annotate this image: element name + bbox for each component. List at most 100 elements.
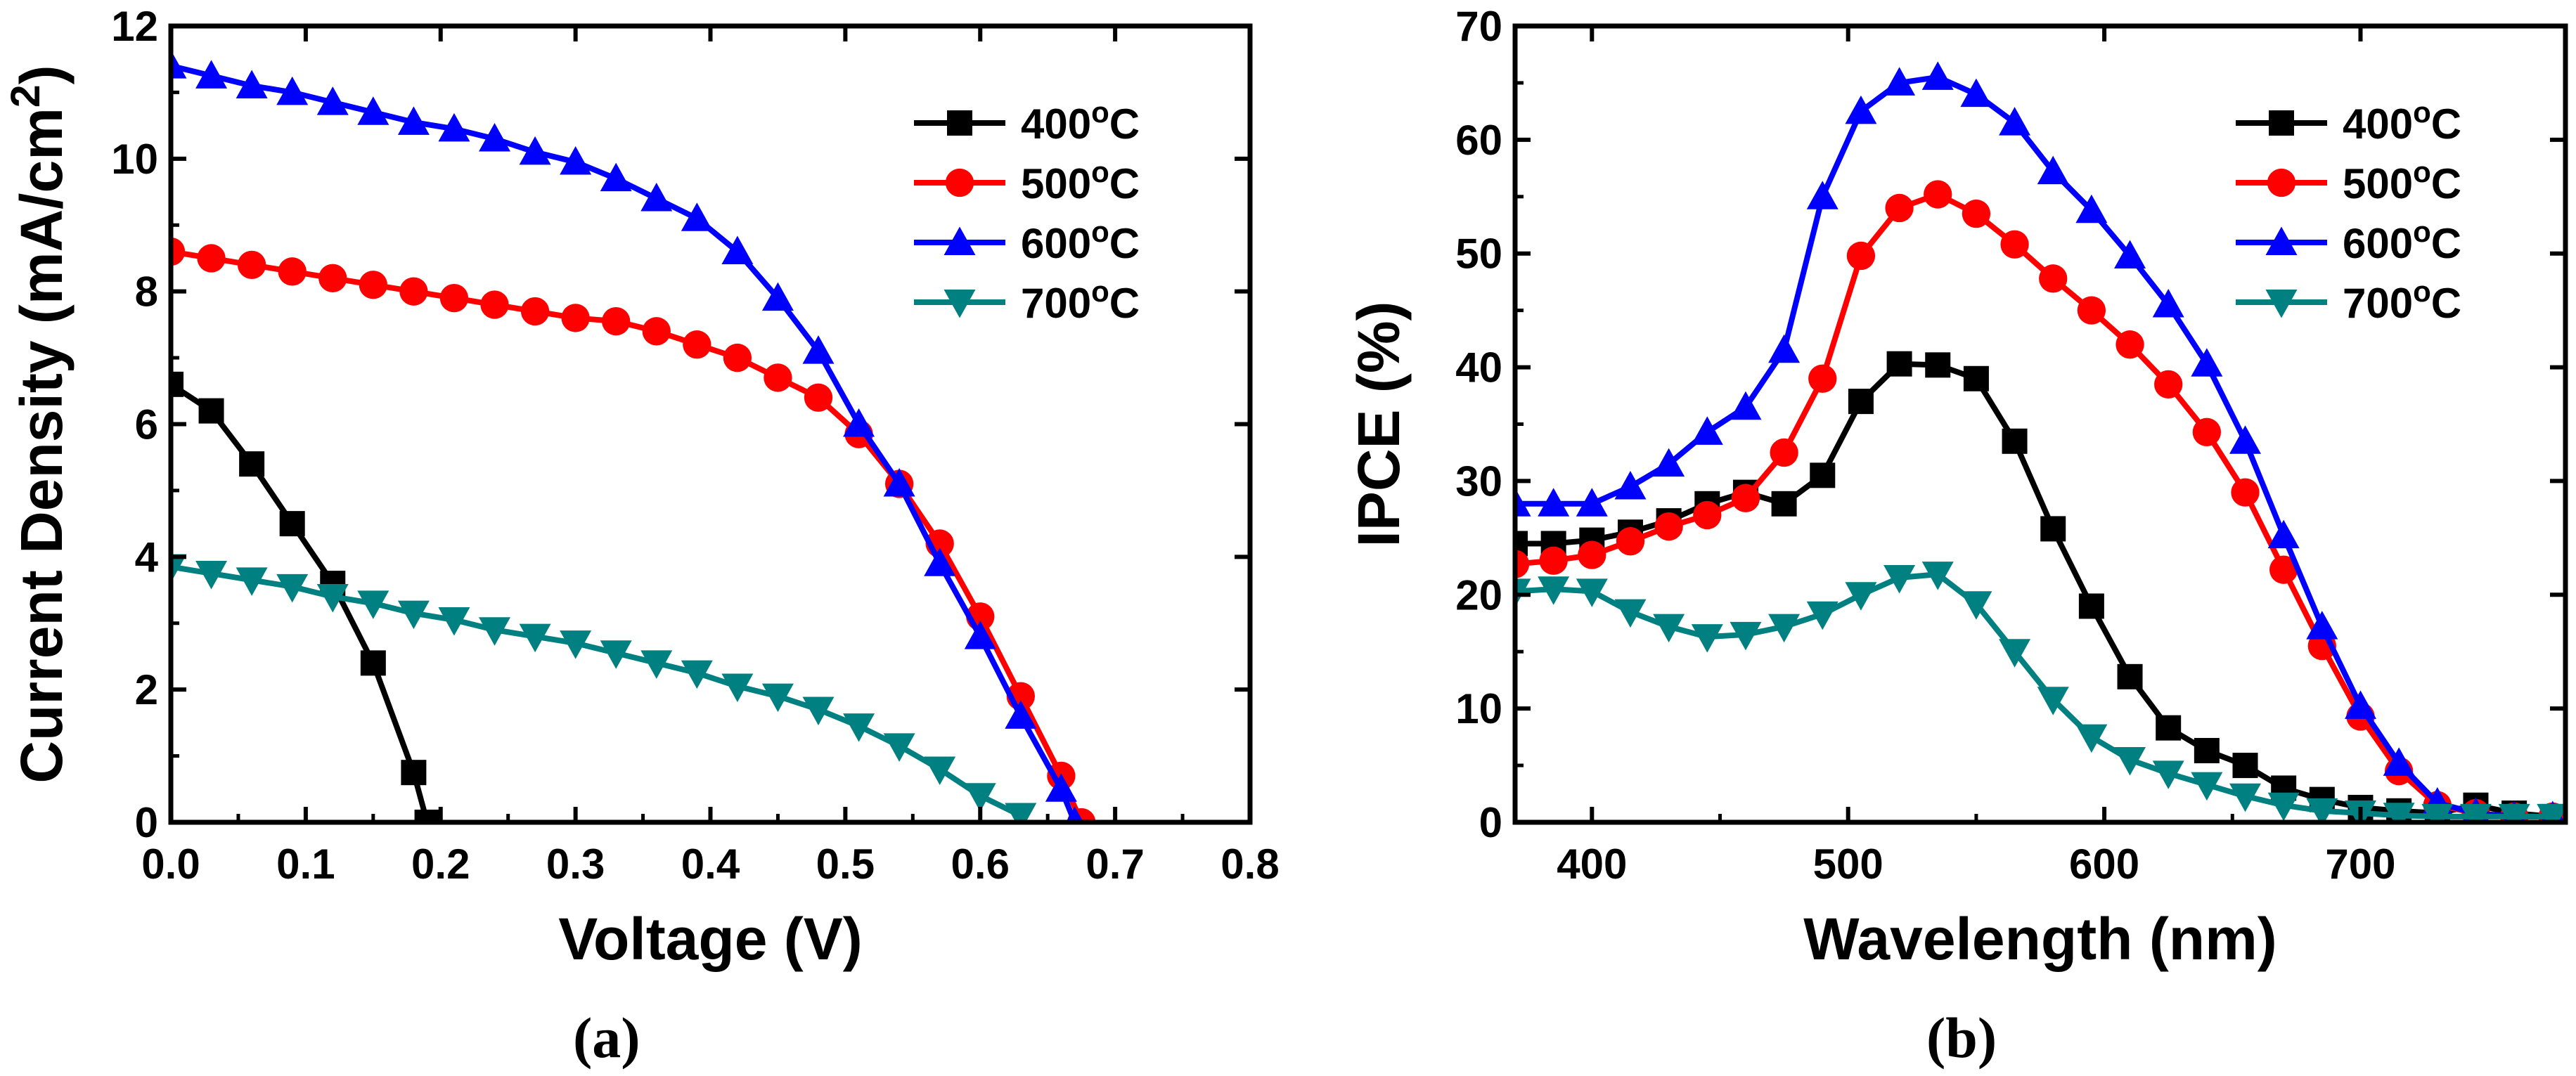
legend-marker: [2265, 226, 2298, 255]
data-point-700C: [236, 567, 268, 596]
data-point-600C: [2114, 240, 2146, 268]
x-tick-label: 0.1: [276, 841, 335, 888]
legend-marker: [945, 168, 974, 197]
data-point-600C: [883, 467, 915, 497]
data-point-600C: [600, 162, 632, 192]
data-point-700C: [761, 683, 794, 713]
legend: 400oC 500oC 600oC 700oC: [914, 96, 1140, 328]
data-point-700C: [2229, 783, 2262, 812]
data-point-500C: [804, 383, 833, 412]
legend-label: 700oC: [1021, 275, 1140, 328]
data-point-400C: [2078, 593, 2104, 619]
data-point-600C: [1515, 488, 1531, 517]
y-tick-label: 10: [111, 136, 158, 183]
y-tick-label: 12: [111, 3, 158, 50]
data-point-600C: [397, 106, 430, 135]
data-point-700C: [924, 756, 956, 785]
data-point-600C: [1806, 181, 1838, 209]
y-tick-label: 6: [135, 401, 158, 448]
y-tick-label: 0: [1479, 799, 1502, 846]
data-point-400C: [198, 398, 224, 424]
data-point-500C: [2000, 230, 2029, 259]
legend-label: 600oC: [2343, 215, 2461, 268]
series-600C: [171, 50, 1084, 822]
y-tick-label: 0: [135, 799, 158, 846]
data-point-400C: [239, 451, 265, 477]
data-point-500C: [2115, 330, 2144, 359]
data-point-500C: [399, 277, 428, 306]
data-point-600C: [1960, 78, 1992, 108]
data-point-700C: [2459, 803, 2492, 822]
data-point-500C: [520, 297, 550, 326]
y-tick-label: 40: [1455, 344, 1502, 391]
data-point-500C: [1578, 540, 1606, 569]
legend-item-700C: 700oC: [914, 275, 1140, 328]
data-point-700C: [1921, 562, 1954, 590]
data-point-700C: [2191, 772, 2223, 801]
data-point-700C: [1730, 621, 1762, 651]
data-point-600C: [2152, 289, 2184, 318]
data-point-600C: [2267, 519, 2300, 549]
data-point-500C: [764, 363, 792, 392]
data-point-700C: [2421, 803, 2454, 822]
series-400C: [171, 371, 440, 822]
legend-label: 600oC: [1021, 215, 1140, 268]
x-tick-label: 0.4: [681, 841, 740, 888]
legend-marker: [2269, 110, 2294, 136]
x-tick-label: 400: [1557, 841, 1627, 888]
data-point-700C: [1576, 578, 1608, 607]
legend-label: 700oC: [2343, 275, 2461, 328]
legend-label: 400oC: [2343, 96, 2461, 148]
data-point-700C: [1691, 624, 1723, 653]
data-point-600C: [316, 86, 349, 115]
data-point-700C: [479, 617, 510, 646]
data-point-700C: [1653, 614, 1685, 643]
x-axis-label: Wavelength (nm): [1803, 906, 2277, 972]
data-point-600C: [681, 202, 713, 231]
data-point-400C: [279, 511, 305, 537]
legend-item-500C: 500oC: [914, 155, 1140, 207]
panel-label-b: (b): [1926, 1006, 1997, 1070]
data-point-400C: [171, 371, 183, 397]
series-line-400C: [171, 382, 430, 822]
data-point-500C: [723, 343, 752, 372]
data-point-600C: [519, 136, 551, 165]
data-point-700C: [964, 783, 996, 812]
data-point-600C: [761, 282, 794, 311]
data-point-600C: [236, 70, 268, 98]
data-point-600C: [479, 123, 510, 152]
data-point-700C: [802, 696, 835, 725]
data-point-600C: [195, 60, 228, 89]
data-point-700C: [681, 660, 713, 689]
data-point-400C: [1848, 389, 1874, 415]
data-point-500C: [1616, 527, 1645, 556]
legend-marker: [944, 290, 976, 318]
data-point-600C: [1614, 471, 1647, 500]
data-point-400C: [1886, 351, 1912, 377]
data-point-600C: [2229, 425, 2262, 454]
x-tick-label: 0.8: [1221, 841, 1279, 888]
data-point-600C: [2037, 155, 2069, 185]
data-point-400C: [2117, 663, 2143, 689]
data-point-400C: [2040, 516, 2066, 542]
legend-item-600C: 600oC: [2236, 215, 2461, 268]
x-tick-label: 0.3: [546, 841, 605, 888]
data-point-600C: [1768, 334, 1801, 363]
x-tick-label: 0.2: [411, 841, 470, 888]
data-point-500C: [439, 283, 469, 313]
y-axis-label: IPCE (%): [1346, 301, 1412, 547]
data-point-700C: [1999, 639, 2031, 668]
data-point-600C: [1066, 806, 1084, 822]
data-point-400C: [2232, 753, 2258, 779]
data-point-400C: [1925, 352, 1951, 378]
data-point-500C: [642, 317, 671, 346]
data-point-500C: [683, 330, 711, 359]
legend-marker: [944, 226, 976, 255]
data-point-500C: [2269, 555, 2298, 584]
data-point-700C: [2075, 724, 2108, 753]
y-axis-label: Current Density (mA/cm2): [3, 65, 75, 783]
data-point-400C: [1810, 462, 1836, 488]
data-point-400C: [2002, 428, 2028, 454]
data-point-500C: [197, 244, 226, 273]
data-point-700C: [1883, 565, 1916, 594]
